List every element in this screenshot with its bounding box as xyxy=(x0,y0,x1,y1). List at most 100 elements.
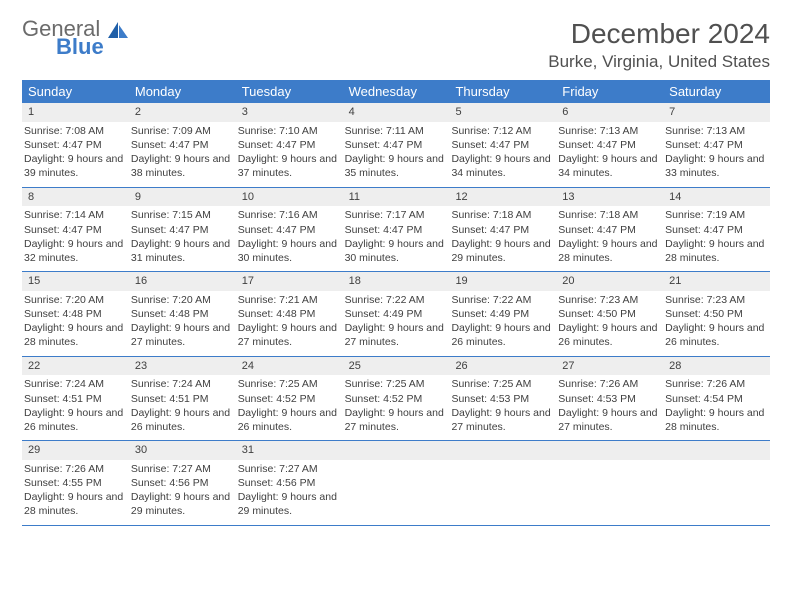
day-body: Sunrise: 7:26 AMSunset: 4:53 PMDaylight:… xyxy=(556,375,663,440)
day-body: Sunrise: 7:19 AMSunset: 4:47 PMDaylight:… xyxy=(663,206,770,271)
calendar: SundayMondayTuesdayWednesdayThursdayFrid… xyxy=(22,80,770,526)
sunset-line: Sunset: 4:50 PM xyxy=(665,307,766,321)
day-of-week-header: Tuesday xyxy=(236,80,343,103)
daylight-line: Daylight: 9 hours and 29 minutes. xyxy=(238,490,339,518)
logo-sail-icon xyxy=(108,22,130,38)
day-body: Sunrise: 7:21 AMSunset: 4:48 PMDaylight:… xyxy=(236,291,343,356)
day-cell: 23Sunrise: 7:24 AMSunset: 4:51 PMDayligh… xyxy=(129,357,236,441)
day-cell: 20Sunrise: 7:23 AMSunset: 4:50 PMDayligh… xyxy=(556,272,663,356)
day-number: 16 xyxy=(129,272,236,291)
sunrise-line: Sunrise: 7:27 AM xyxy=(238,462,339,476)
sunrise-line: Sunrise: 7:22 AM xyxy=(451,293,552,307)
day-cell: 30Sunrise: 7:27 AMSunset: 4:56 PMDayligh… xyxy=(129,441,236,525)
title-block: December 2024 Burke, Virginia, United St… xyxy=(548,18,770,72)
day-number: 12 xyxy=(449,188,556,207)
sunset-line: Sunset: 4:47 PM xyxy=(451,223,552,237)
sunrise-line: Sunrise: 7:18 AM xyxy=(558,208,659,222)
day-body: Sunrise: 7:26 AMSunset: 4:54 PMDaylight:… xyxy=(663,375,770,440)
sunrise-line: Sunrise: 7:08 AM xyxy=(24,124,125,138)
sunset-line: Sunset: 4:47 PM xyxy=(24,223,125,237)
week-row: 22Sunrise: 7:24 AMSunset: 4:51 PMDayligh… xyxy=(22,357,770,442)
day-body: Sunrise: 7:27 AMSunset: 4:56 PMDaylight:… xyxy=(236,460,343,525)
day-number: 19 xyxy=(449,272,556,291)
day-body: Sunrise: 7:13 AMSunset: 4:47 PMDaylight:… xyxy=(663,122,770,187)
day-body: Sunrise: 7:23 AMSunset: 4:50 PMDaylight:… xyxy=(663,291,770,356)
day-cell: 16Sunrise: 7:20 AMSunset: 4:48 PMDayligh… xyxy=(129,272,236,356)
day-body: Sunrise: 7:08 AMSunset: 4:47 PMDaylight:… xyxy=(22,122,129,187)
week-row: 29Sunrise: 7:26 AMSunset: 4:55 PMDayligh… xyxy=(22,441,770,526)
day-cell xyxy=(449,441,556,525)
sunset-line: Sunset: 4:47 PM xyxy=(665,138,766,152)
day-number: 7 xyxy=(663,103,770,122)
sunrise-line: Sunrise: 7:24 AM xyxy=(131,377,232,391)
day-body: Sunrise: 7:22 AMSunset: 4:49 PMDaylight:… xyxy=(449,291,556,356)
daylight-line: Daylight: 9 hours and 26 minutes. xyxy=(131,406,232,434)
day-number: 2 xyxy=(129,103,236,122)
day-number: 31 xyxy=(236,441,343,460)
daylight-line: Daylight: 9 hours and 32 minutes. xyxy=(24,237,125,265)
day-body: Sunrise: 7:14 AMSunset: 4:47 PMDaylight:… xyxy=(22,206,129,271)
sunrise-line: Sunrise: 7:23 AM xyxy=(665,293,766,307)
sunset-line: Sunset: 4:51 PM xyxy=(131,392,232,406)
day-cell: 29Sunrise: 7:26 AMSunset: 4:55 PMDayligh… xyxy=(22,441,129,525)
sunset-line: Sunset: 4:47 PM xyxy=(665,223,766,237)
day-number: 27 xyxy=(556,357,663,376)
day-cell: 11Sunrise: 7:17 AMSunset: 4:47 PMDayligh… xyxy=(343,188,450,272)
sunset-line: Sunset: 4:47 PM xyxy=(345,223,446,237)
day-number: 20 xyxy=(556,272,663,291)
daylight-line: Daylight: 9 hours and 30 minutes. xyxy=(238,237,339,265)
day-body: Sunrise: 7:10 AMSunset: 4:47 PMDaylight:… xyxy=(236,122,343,187)
sunrise-line: Sunrise: 7:25 AM xyxy=(238,377,339,391)
day-cell: 26Sunrise: 7:25 AMSunset: 4:53 PMDayligh… xyxy=(449,357,556,441)
location: Burke, Virginia, United States xyxy=(548,52,770,72)
day-cell: 13Sunrise: 7:18 AMSunset: 4:47 PMDayligh… xyxy=(556,188,663,272)
day-number: 18 xyxy=(343,272,450,291)
day-body: Sunrise: 7:22 AMSunset: 4:49 PMDaylight:… xyxy=(343,291,450,356)
sunset-line: Sunset: 4:48 PM xyxy=(24,307,125,321)
sunset-line: Sunset: 4:47 PM xyxy=(238,138,339,152)
sunset-line: Sunset: 4:53 PM xyxy=(451,392,552,406)
day-cell: 9Sunrise: 7:15 AMSunset: 4:47 PMDaylight… xyxy=(129,188,236,272)
sunset-line: Sunset: 4:47 PM xyxy=(345,138,446,152)
sunset-line: Sunset: 4:55 PM xyxy=(24,476,125,490)
day-cell: 27Sunrise: 7:26 AMSunset: 4:53 PMDayligh… xyxy=(556,357,663,441)
sunset-line: Sunset: 4:56 PM xyxy=(131,476,232,490)
day-number: 3 xyxy=(236,103,343,122)
day-cell: 17Sunrise: 7:21 AMSunset: 4:48 PMDayligh… xyxy=(236,272,343,356)
daylight-line: Daylight: 9 hours and 28 minutes. xyxy=(24,490,125,518)
day-cell: 5Sunrise: 7:12 AMSunset: 4:47 PMDaylight… xyxy=(449,103,556,187)
day-number: 1 xyxy=(22,103,129,122)
day-cell: 8Sunrise: 7:14 AMSunset: 4:47 PMDaylight… xyxy=(22,188,129,272)
day-number: 8 xyxy=(22,188,129,207)
day-of-week-header: Sunday xyxy=(22,80,129,103)
day-cell: 24Sunrise: 7:25 AMSunset: 4:52 PMDayligh… xyxy=(236,357,343,441)
daylight-line: Daylight: 9 hours and 27 minutes. xyxy=(345,406,446,434)
sunrise-line: Sunrise: 7:13 AM xyxy=(665,124,766,138)
day-body xyxy=(343,460,450,510)
day-body: Sunrise: 7:16 AMSunset: 4:47 PMDaylight:… xyxy=(236,206,343,271)
day-cell: 10Sunrise: 7:16 AMSunset: 4:47 PMDayligh… xyxy=(236,188,343,272)
day-number: 10 xyxy=(236,188,343,207)
daylight-line: Daylight: 9 hours and 28 minutes. xyxy=(665,406,766,434)
day-body: Sunrise: 7:24 AMSunset: 4:51 PMDaylight:… xyxy=(22,375,129,440)
daylight-line: Daylight: 9 hours and 35 minutes. xyxy=(345,152,446,180)
sunrise-line: Sunrise: 7:27 AM xyxy=(131,462,232,476)
day-cell: 21Sunrise: 7:23 AMSunset: 4:50 PMDayligh… xyxy=(663,272,770,356)
day-cell: 1Sunrise: 7:08 AMSunset: 4:47 PMDaylight… xyxy=(22,103,129,187)
day-of-week-header: Wednesday xyxy=(343,80,450,103)
day-body xyxy=(449,460,556,510)
sunrise-line: Sunrise: 7:15 AM xyxy=(131,208,232,222)
day-number: 13 xyxy=(556,188,663,207)
day-body: Sunrise: 7:12 AMSunset: 4:47 PMDaylight:… xyxy=(449,122,556,187)
day-body: Sunrise: 7:25 AMSunset: 4:53 PMDaylight:… xyxy=(449,375,556,440)
day-number: 15 xyxy=(22,272,129,291)
daylight-line: Daylight: 9 hours and 27 minutes. xyxy=(451,406,552,434)
day-of-week-header: Monday xyxy=(129,80,236,103)
day-number: 11 xyxy=(343,188,450,207)
sunrise-line: Sunrise: 7:20 AM xyxy=(131,293,232,307)
day-cell: 25Sunrise: 7:25 AMSunset: 4:52 PMDayligh… xyxy=(343,357,450,441)
week-row: 8Sunrise: 7:14 AMSunset: 4:47 PMDaylight… xyxy=(22,188,770,273)
day-body: Sunrise: 7:13 AMSunset: 4:47 PMDaylight:… xyxy=(556,122,663,187)
day-body: Sunrise: 7:18 AMSunset: 4:47 PMDaylight:… xyxy=(449,206,556,271)
sunset-line: Sunset: 4:52 PM xyxy=(345,392,446,406)
